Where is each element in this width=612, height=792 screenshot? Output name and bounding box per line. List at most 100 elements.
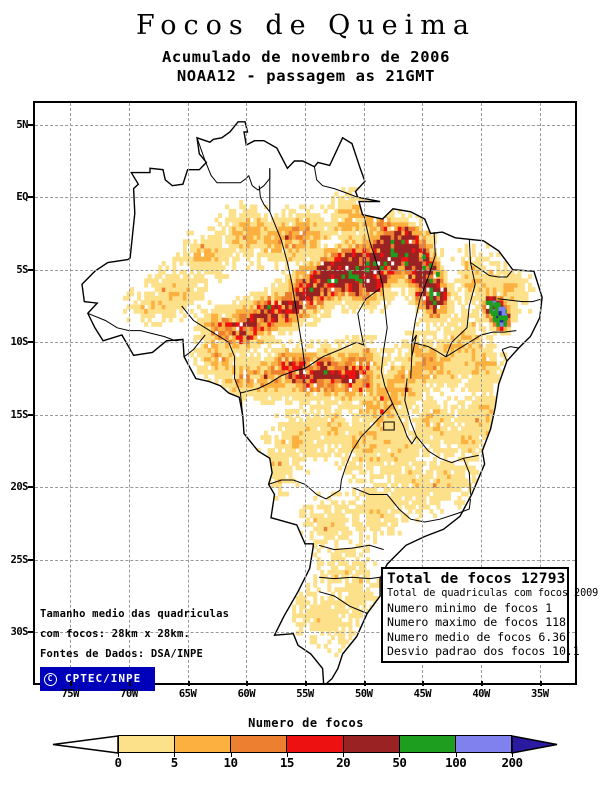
fire-cell (355, 522, 360, 527)
fire-cell (309, 422, 314, 427)
fire-cell (341, 361, 346, 366)
fire-cell (197, 295, 201, 301)
fire-cell (461, 261, 466, 266)
fire-cell (447, 422, 452, 427)
fire-cell (355, 300, 360, 305)
fire-cell (186, 252, 191, 258)
fire-cell (348, 404, 353, 410)
fire-cell (316, 226, 321, 232)
fire-cell (429, 256, 434, 262)
y-tick-label: 5N (16, 118, 28, 131)
fire-cell (285, 452, 290, 458)
fire-cell (471, 308, 476, 314)
fire-cell (263, 335, 268, 340)
fire-cell (327, 221, 332, 227)
fire-cell (260, 400, 265, 406)
fire-cell (295, 452, 300, 458)
fire-cell (189, 248, 194, 253)
fire-cell (295, 426, 300, 432)
fire-cell (355, 221, 360, 227)
fire-cell (355, 391, 360, 397)
fire-cell (355, 291, 360, 297)
fire-cell (475, 387, 480, 392)
fire-cell (214, 248, 219, 253)
fire-cell (351, 439, 356, 445)
fire-cell (263, 321, 268, 327)
fire-cell (355, 504, 360, 510)
fire-cell (341, 230, 346, 236)
fire-cell (411, 356, 416, 362)
fire-cell (256, 448, 261, 453)
fire-cell (274, 313, 279, 319)
fire-cell (313, 387, 318, 392)
fire-cell (165, 304, 170, 310)
fire-cell (478, 326, 483, 332)
fire-cell (242, 239, 247, 245)
fire-cell (383, 200, 388, 205)
fire-cell (225, 261, 230, 266)
fire-cell (373, 226, 378, 232)
fire-cell (302, 622, 307, 627)
fire-cell (316, 622, 321, 627)
fire-cell (408, 261, 413, 266)
fire-cell (415, 278, 420, 284)
fire-cell (461, 443, 466, 449)
fire-cell (478, 387, 483, 392)
fire-cell (267, 317, 272, 323)
fire-cell (489, 417, 494, 423)
fire-cell (394, 500, 399, 506)
fire-cell (158, 274, 163, 279)
fire-cell (436, 378, 441, 384)
fire-cell (218, 365, 223, 371)
fire-cell (232, 313, 237, 319)
fire-cell (330, 382, 335, 388)
fire-cell (189, 291, 194, 297)
fire-cell (436, 300, 441, 305)
fire-cell (482, 300, 487, 305)
fire-cell (362, 204, 367, 210)
fire-cell (394, 256, 399, 262)
fire-cell (327, 395, 332, 401)
fire-cell (313, 378, 318, 384)
fire-cell (133, 304, 138, 310)
fire-cell (418, 261, 423, 266)
fire-cell (295, 321, 300, 327)
fire-cell (239, 317, 244, 323)
fire-cell (281, 287, 286, 292)
fire-cell (334, 248, 339, 253)
fire-cell (337, 378, 342, 384)
fire-cell (503, 269, 508, 275)
fire-cell (387, 213, 392, 218)
fire-cell (387, 287, 392, 292)
fire-cell (288, 422, 293, 427)
fire-cell (408, 430, 413, 436)
fire-cell (478, 335, 483, 340)
fire-cell (323, 343, 328, 349)
fire-cell-extreme (354, 276, 359, 282)
fire-cell (214, 313, 219, 319)
fire-cell (418, 256, 423, 262)
fire-cell (436, 487, 441, 493)
fire-cell (489, 408, 494, 414)
fire-cell (450, 413, 455, 419)
fire-cell (383, 509, 388, 514)
fire-cell (341, 430, 346, 436)
fire-cell (323, 313, 328, 319)
fire-cell (337, 252, 342, 258)
fire-cell (355, 339, 360, 345)
fire-cell (228, 395, 233, 401)
fire-cell (323, 248, 328, 253)
fire-cell (348, 256, 353, 262)
fire-cell (260, 291, 265, 297)
fire-cell (225, 321, 230, 327)
fire-cell (260, 248, 265, 253)
fire-cell (334, 609, 339, 614)
fire-cell (485, 387, 490, 392)
fire-cell (161, 269, 166, 275)
fire-cell (510, 287, 515, 292)
fire-cell (425, 400, 430, 406)
fire-cell (461, 478, 466, 484)
fire-cell (200, 265, 205, 271)
fire-cell (387, 378, 392, 384)
fire-cell (267, 330, 272, 336)
